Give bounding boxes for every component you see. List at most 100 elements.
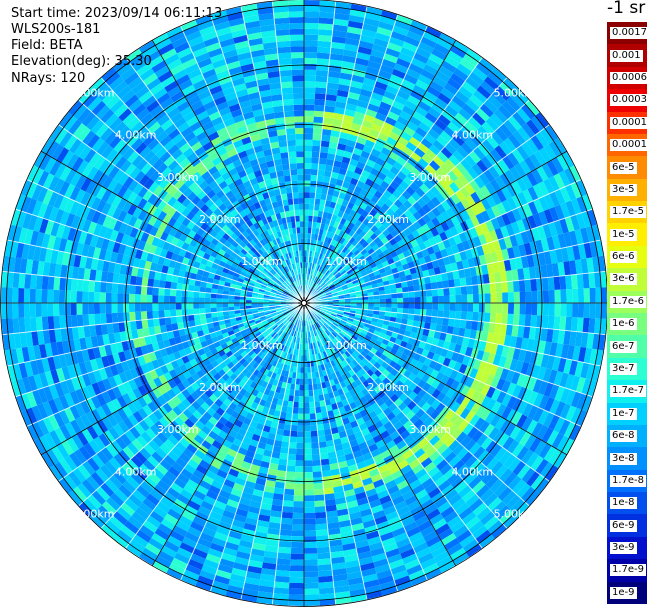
backscatter-cell (475, 265, 483, 276)
backscatter-cell (575, 212, 586, 229)
backscatter-cell (100, 313, 107, 325)
backscatter-cell (117, 312, 125, 323)
backscatter-cell (505, 223, 515, 237)
backscatter-cell (294, 483, 304, 490)
backscatter-cell (480, 264, 489, 275)
backscatter-cell (390, 288, 397, 294)
backscatter-cell (468, 116, 482, 130)
backscatter-cell (12, 303, 19, 319)
backscatter-cell (300, 227, 304, 234)
backscatter-cell (451, 166, 463, 179)
backscatter-cell (35, 274, 43, 290)
backscatter-cell (23, 303, 31, 318)
backscatter-cell (304, 576, 319, 584)
backscatter-cell (421, 193, 431, 204)
backscatter-cell (360, 258, 368, 265)
backscatter-cell (304, 471, 314, 479)
backscatter-cell (442, 238, 452, 249)
backscatter-cell (521, 174, 533, 190)
backscatter-cell (452, 133, 465, 147)
backscatter-cell (440, 146, 453, 159)
backscatter-cell (543, 193, 555, 209)
backscatter-cell (459, 186, 471, 199)
backscatter-cell (500, 225, 510, 239)
backscatter-cell (369, 240, 377, 248)
backscatter-cell (187, 303, 194, 310)
backscatter-cell (304, 5, 320, 12)
backscatter-cell (315, 517, 328, 525)
backscatter-cell (412, 278, 420, 286)
backscatter-cell (289, 565, 304, 572)
backscatter-cell (41, 316, 49, 331)
backscatter-cell (534, 150, 547, 166)
backscatter-cell (475, 188, 486, 201)
backscatter-cell (175, 309, 183, 317)
backscatter-cell (512, 111, 527, 127)
backscatter-cell (553, 137, 567, 155)
backscatter-cell (304, 203, 310, 210)
backscatter-cell (580, 227, 590, 244)
backscatter-cell (53, 289, 60, 303)
backscatter-cell (348, 286, 355, 291)
backscatter-cell (297, 186, 304, 193)
backscatter-cell (310, 174, 318, 182)
backscatter-cell (516, 107, 531, 124)
backscatter-cell (35, 316, 43, 332)
backscatter-cell (423, 254, 432, 264)
backscatter-cell (566, 288, 573, 303)
backscatter-cell (314, 494, 325, 502)
backscatter-cell (338, 294, 345, 298)
backscatter-cell (18, 303, 25, 318)
backscatter-cell (452, 270, 460, 280)
backscatter-cell (304, 501, 315, 508)
backscatter-cell (278, 140, 288, 148)
backscatter-cell (469, 266, 477, 277)
backscatter-cell (436, 203, 446, 215)
backscatter-cell (449, 226, 459, 237)
backscatter-cell (99, 292, 106, 303)
backscatter-cell (499, 271, 508, 283)
backscatter-cell (507, 281, 514, 293)
backscatter-cell (473, 256, 481, 267)
backscatter-cell (379, 256, 388, 264)
backscatter-cell (353, 249, 361, 257)
backscatter-cell (318, 289, 324, 294)
backscatter-cell (111, 312, 119, 324)
backscatter-cell (318, 163, 326, 171)
backscatter-cell (483, 99, 498, 114)
backscatter-cell (318, 569, 333, 577)
backscatter-cell (367, 258, 375, 266)
backscatter-cell (379, 294, 386, 300)
backscatter-cell (498, 260, 506, 272)
backscatter-cell (549, 206, 560, 222)
backscatter-cell (283, 110, 295, 118)
backscatter-cell (293, 110, 304, 117)
backscatter-cell (477, 125, 491, 139)
backscatter-cell (318, 29, 333, 37)
backscatter-cell (158, 287, 165, 296)
backscatter-cell (411, 229, 421, 239)
backscatter-cell (492, 162, 505, 176)
backscatter-cell (426, 261, 434, 270)
backscatter-cell (362, 274, 370, 280)
backscatter-cell (295, 145, 304, 152)
backscatter-cell (317, 552, 331, 560)
backscatter-cell (345, 257, 352, 264)
backscatter-cell (416, 271, 424, 279)
backscatter-cell (523, 242, 533, 256)
backscatter-cell (281, 87, 294, 95)
backscatter-cell (557, 261, 566, 277)
backscatter-cell (274, 17, 290, 25)
backscatter-cell (537, 181, 550, 197)
backscatter-cell (277, 464, 287, 472)
backscatter-cell (339, 259, 346, 266)
backscatter-cell (478, 172, 490, 186)
backscatter-cell (304, 396, 310, 403)
backscatter-cell (123, 293, 130, 303)
backscatter-cell (436, 214, 446, 225)
backscatter-cell (489, 229, 499, 242)
backscatter-cell (340, 269, 347, 276)
backscatter-cell (436, 281, 444, 289)
backscatter-cell (335, 286, 343, 291)
backscatter-cell (76, 279, 84, 292)
